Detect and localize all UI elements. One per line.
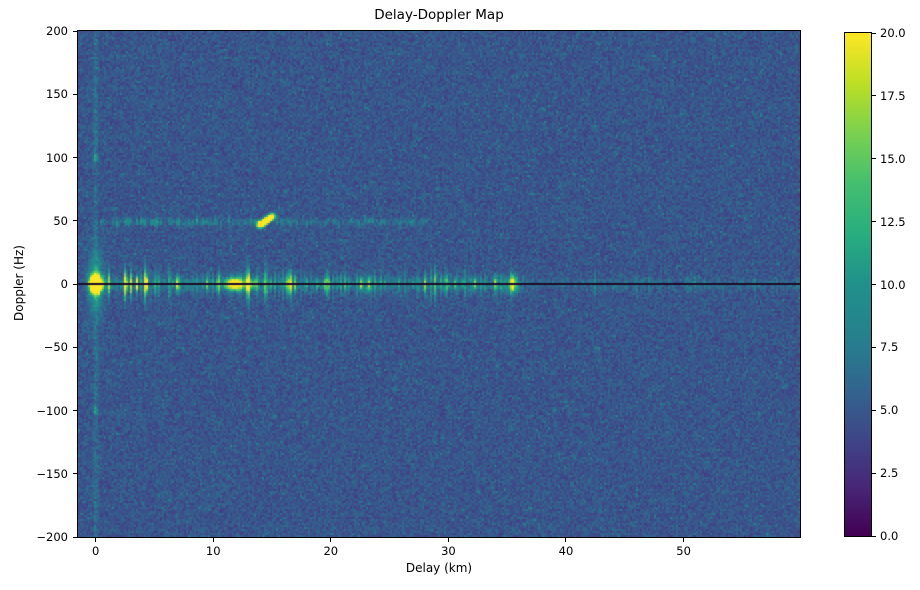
y-tick-label: −50 <box>43 340 68 355</box>
y-tick-mark <box>73 283 77 285</box>
x-tick-label: 20 <box>323 544 339 558</box>
y-axis-label: Doppler (Hz) <box>12 245 26 321</box>
x-tick-mark <box>683 538 685 542</box>
x-tick-mark <box>330 538 332 542</box>
colorbar-tick-mark <box>872 32 876 34</box>
colorbar-tick-mark <box>872 472 876 474</box>
colorbar-tick-mark <box>872 158 876 160</box>
colorbar-tick-label: 7.5 <box>880 340 899 355</box>
colorbar-tick-label: 12.5 <box>880 214 906 229</box>
x-tick-mark <box>565 538 567 542</box>
y-tick-label: −100 <box>36 403 68 418</box>
y-tick-mark <box>73 536 77 538</box>
y-tick-label: 150 <box>46 87 68 102</box>
colorbar-tick-mark <box>872 409 876 411</box>
y-tick-label: −150 <box>36 466 68 481</box>
colorbar-tick-mark <box>872 284 876 285</box>
y-tick-mark <box>73 346 77 348</box>
colorbar-tick-label: 20.0 <box>880 26 906 40</box>
colorbar-tick-label: 0.0 <box>880 529 899 543</box>
colorbar-tick-label: 2.5 <box>880 466 899 481</box>
x-tick-label: 0 <box>91 544 100 558</box>
x-tick-mark <box>95 538 97 542</box>
colorbar-tick-label: 5.0 <box>880 403 899 418</box>
colorbar-canvas <box>845 33 871 536</box>
y-tick-label: 50 <box>53 213 68 228</box>
x-tick-label: 10 <box>205 544 221 558</box>
y-tick-mark <box>73 220 77 222</box>
colorbar-tick-mark <box>872 221 876 223</box>
y-tick-mark <box>73 410 77 411</box>
colorbar-tick-mark <box>872 535 876 537</box>
y-tick-mark <box>73 93 77 95</box>
y-tick-label: 100 <box>46 150 68 165</box>
heatmap-canvas <box>78 31 800 537</box>
x-axis-label: Delay (km) <box>405 561 473 575</box>
x-tick-label: 30 <box>441 544 456 558</box>
y-tick-mark <box>73 473 77 475</box>
x-tick-label: 50 <box>676 544 691 558</box>
y-tick-label: 0 <box>60 277 68 291</box>
x-tick-mark <box>447 538 449 542</box>
y-tick-mark <box>73 157 77 158</box>
y-tick-label: −200 <box>36 530 68 544</box>
colorbar-tick-label: 15.0 <box>880 151 906 166</box>
colorbar-tick-mark <box>872 95 876 97</box>
colorbar-tick-label: 17.5 <box>880 88 906 103</box>
colorbar-tick-label: 10.0 <box>880 277 906 292</box>
chart-title: Delay-Doppler Map <box>374 7 504 23</box>
colorbar <box>844 32 872 537</box>
y-tick-mark <box>73 30 77 32</box>
colorbar-tick-mark <box>872 346 876 348</box>
y-tick-label: 200 <box>46 24 68 38</box>
plot-area <box>77 30 801 538</box>
x-tick-mark <box>212 538 214 542</box>
x-tick-label: 40 <box>558 544 574 558</box>
